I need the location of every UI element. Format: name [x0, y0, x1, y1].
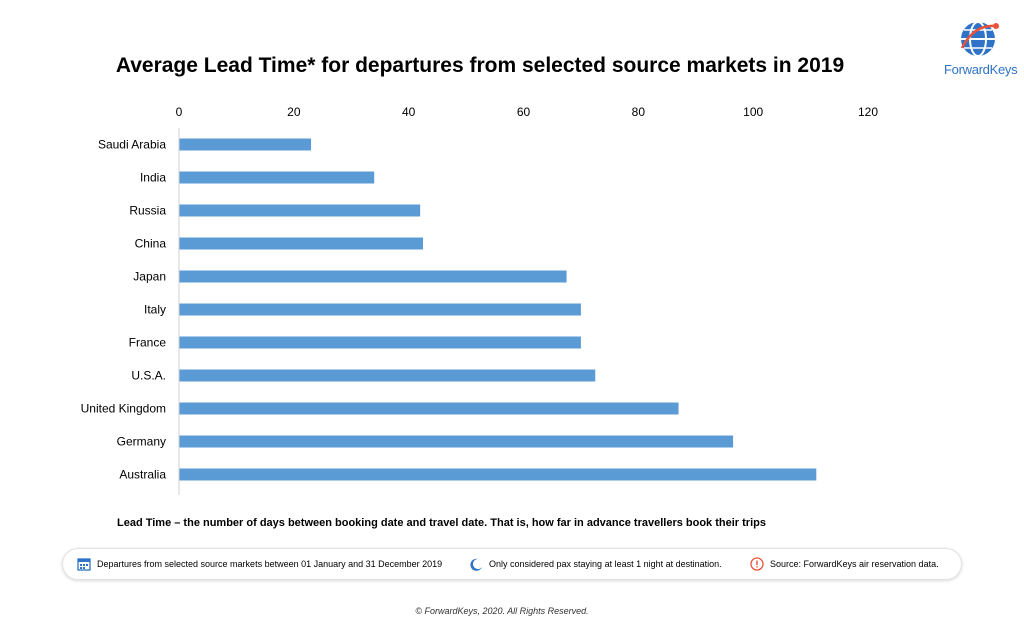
note-text: Source: ForwardKeys air reservation data…: [770, 559, 939, 569]
bar: [179, 171, 375, 184]
x-tick-label: 60: [517, 105, 531, 119]
bar: [179, 435, 734, 448]
category-label: France: [129, 336, 167, 350]
note-stay: Only considered pax staying at least 1 n…: [470, 549, 722, 579]
category-label: Russia: [129, 204, 166, 218]
x-tick-label: 120: [858, 105, 878, 119]
calendar-icon: [77, 558, 91, 571]
category-label: United Kingdom: [81, 402, 166, 416]
category-label: Germany: [117, 435, 166, 449]
x-tick-label: 100: [743, 105, 763, 119]
bar: [179, 204, 421, 217]
copyright-footer: © ForwardKeys, 2020. All Rights Reserved…: [415, 606, 589, 616]
x-tick-label: 20: [287, 105, 301, 119]
logo-text: ForwardKeys: [944, 62, 1018, 77]
bar: [179, 138, 312, 151]
bar: [179, 402, 679, 415]
bar: [179, 336, 581, 349]
moon-icon: [470, 558, 482, 571]
category-label: Japan: [133, 270, 166, 284]
forwardkeys-logo: ForwardKeys: [944, 18, 1018, 82]
lead-time-definition: Lead Time – the number of days between b…: [117, 517, 766, 529]
note-source: Source: ForwardKeys air reservation data…: [750, 549, 939, 579]
bar-chart: 0 20 40 60 80 100 120 Saudi Arabia India Russia C…: [81, 105, 878, 495]
x-tick-label: 0: [176, 105, 183, 119]
globe-icon: [960, 21, 999, 57]
chart-title: Average Lead Time* for departures from s…: [115, 54, 845, 77]
note-text: Only considered pax staying at least 1 n…: [489, 559, 722, 569]
bar: [179, 303, 581, 316]
bar: [179, 369, 596, 382]
x-tick-label: 40: [402, 105, 416, 119]
notes-bar: Departures from selected source markets …: [62, 548, 962, 580]
bar: [179, 270, 567, 283]
note-text: Departures from selected source markets …: [97, 559, 443, 569]
x-tick-label: 80: [632, 105, 646, 119]
category-label: Australia: [119, 468, 166, 482]
note-date-range: Departures from selected source markets …: [77, 549, 442, 579]
category-label: U.S.A.: [131, 369, 166, 383]
bar: [179, 237, 424, 250]
category-label: China: [135, 237, 167, 251]
bar: [179, 468, 817, 481]
category-label: Italy: [144, 303, 166, 317]
category-label: Saudi Arabia: [98, 138, 166, 152]
category-label: India: [140, 171, 166, 185]
alert-icon: [750, 557, 764, 571]
